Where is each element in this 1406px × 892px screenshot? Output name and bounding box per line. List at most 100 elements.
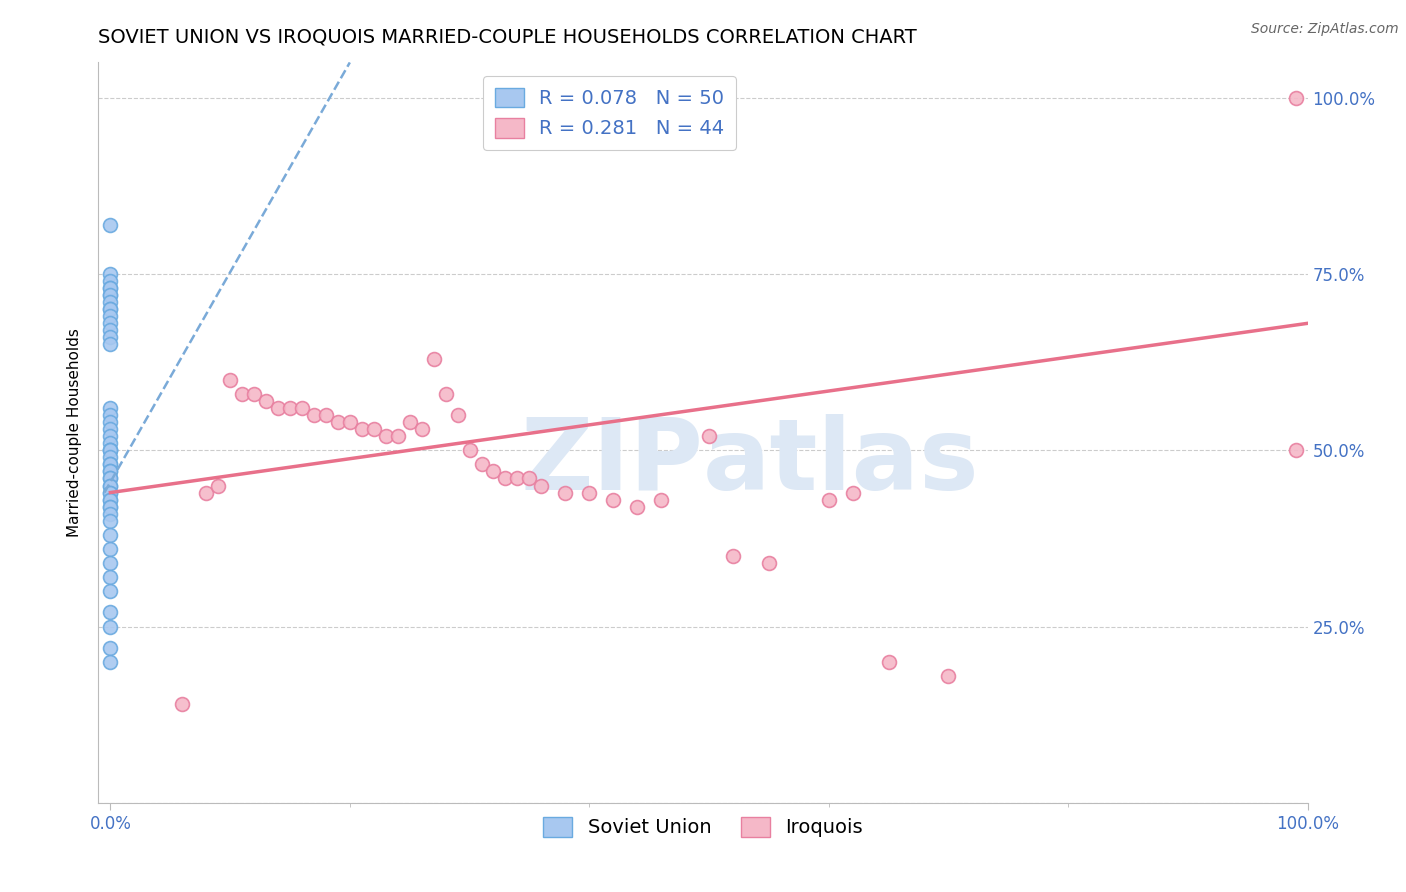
Point — [446, 408, 468, 422]
Point — [519, 471, 541, 485]
Point — [697, 429, 720, 443]
Point — [172, 697, 194, 711]
Point — [100, 218, 122, 232]
Point — [100, 295, 122, 310]
Point — [100, 500, 122, 514]
Point — [758, 556, 780, 570]
Point — [100, 619, 122, 633]
Point — [100, 267, 122, 281]
Point — [506, 471, 529, 485]
Point — [100, 458, 122, 472]
Point — [100, 492, 122, 507]
Point — [363, 422, 385, 436]
Point — [374, 429, 396, 443]
Point — [100, 436, 122, 450]
Point — [100, 464, 122, 478]
Point — [100, 281, 122, 295]
Point — [100, 422, 122, 436]
Point — [100, 471, 122, 485]
Point — [100, 471, 122, 485]
Point — [100, 450, 122, 465]
Point — [100, 492, 122, 507]
Point — [100, 606, 122, 620]
Point — [100, 500, 122, 514]
Point — [530, 478, 553, 492]
Point — [207, 478, 229, 492]
Point — [100, 415, 122, 429]
Point — [100, 330, 122, 344]
Point — [100, 401, 122, 415]
Point — [602, 492, 624, 507]
Point — [422, 351, 444, 366]
Point — [100, 640, 122, 655]
Point — [100, 507, 122, 521]
Point — [841, 485, 863, 500]
Point — [100, 288, 122, 302]
Point — [938, 669, 960, 683]
Point — [554, 485, 576, 500]
Point — [626, 500, 648, 514]
Point — [482, 464, 505, 478]
Point — [315, 408, 337, 422]
Point — [398, 415, 420, 429]
Point — [100, 458, 122, 472]
Point — [267, 401, 290, 415]
Point — [650, 492, 672, 507]
Point — [302, 408, 325, 422]
Point — [100, 584, 122, 599]
Point — [100, 570, 122, 584]
Text: Source: ZipAtlas.com: Source: ZipAtlas.com — [1251, 22, 1399, 37]
Point — [100, 443, 122, 458]
Point — [254, 393, 277, 408]
Text: SOVIET UNION VS IROQUOIS MARRIED-COUPLE HOUSEHOLDS CORRELATION CHART: SOVIET UNION VS IROQUOIS MARRIED-COUPLE … — [98, 28, 917, 47]
Point — [877, 655, 900, 669]
Point — [100, 310, 122, 324]
Point — [100, 281, 122, 295]
Point — [100, 478, 122, 492]
Point — [100, 485, 122, 500]
Point — [495, 471, 517, 485]
Legend: Soviet Union, Iroquois: Soviet Union, Iroquois — [536, 809, 870, 845]
Point — [100, 485, 122, 500]
Point — [100, 443, 122, 458]
Y-axis label: Married-couple Households: Married-couple Households — [67, 328, 83, 537]
Point — [350, 422, 373, 436]
Point — [326, 415, 349, 429]
Point — [434, 387, 457, 401]
Point — [100, 655, 122, 669]
Point — [100, 323, 122, 337]
Point — [100, 478, 122, 492]
Point — [817, 492, 839, 507]
Point — [278, 401, 301, 415]
Point — [1284, 91, 1306, 105]
Point — [100, 464, 122, 478]
Text: ZIP: ZIP — [520, 414, 703, 511]
Point — [411, 422, 433, 436]
Point — [100, 302, 122, 317]
Point — [243, 387, 266, 401]
Point — [721, 549, 744, 563]
Point — [291, 401, 314, 415]
Point — [100, 316, 122, 330]
Point — [470, 458, 492, 472]
Point — [100, 528, 122, 542]
Point — [1284, 443, 1306, 458]
Point — [100, 288, 122, 302]
Text: atlas: atlas — [703, 414, 980, 511]
Point — [100, 556, 122, 570]
Point — [100, 429, 122, 443]
Point — [195, 485, 218, 500]
Point — [339, 415, 361, 429]
Point — [100, 274, 122, 288]
Point — [100, 408, 122, 422]
Point — [458, 443, 481, 458]
Point — [100, 541, 122, 556]
Point — [578, 485, 600, 500]
Point — [100, 337, 122, 351]
Point — [100, 443, 122, 458]
Point — [100, 514, 122, 528]
Point — [100, 302, 122, 317]
Point — [219, 373, 242, 387]
Point — [387, 429, 409, 443]
Point — [231, 387, 253, 401]
